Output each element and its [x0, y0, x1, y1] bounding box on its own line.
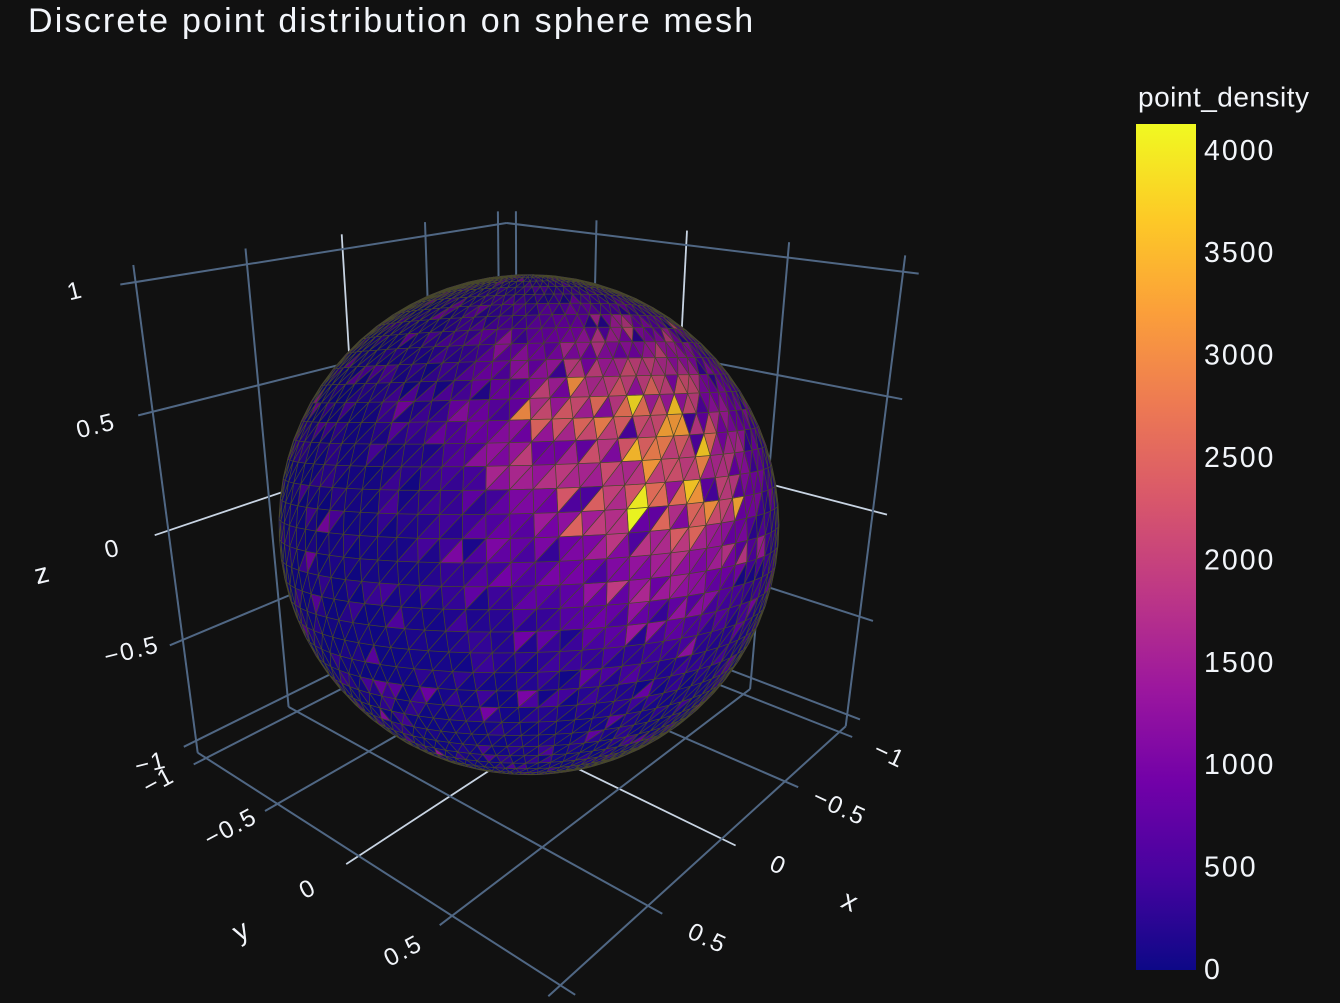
svg-text:2000: 2000 [1204, 544, 1275, 576]
svg-text:1: 1 [64, 276, 86, 306]
svg-text:500: 500 [1204, 852, 1258, 884]
svg-text:Discrete point distribution on: Discrete point distribution on sphere me… [28, 2, 755, 40]
svg-text:point_density: point_density [1138, 82, 1310, 113]
svg-text:0: 0 [1204, 954, 1222, 986]
svg-text:1000: 1000 [1204, 749, 1275, 781]
svg-text:0: 0 [102, 534, 124, 564]
svg-text:4000: 4000 [1204, 135, 1275, 167]
svg-text:2500: 2500 [1204, 442, 1275, 474]
svg-text:1500: 1500 [1204, 647, 1275, 679]
svg-text:3500: 3500 [1204, 237, 1275, 269]
svg-text:3000: 3000 [1204, 340, 1275, 372]
